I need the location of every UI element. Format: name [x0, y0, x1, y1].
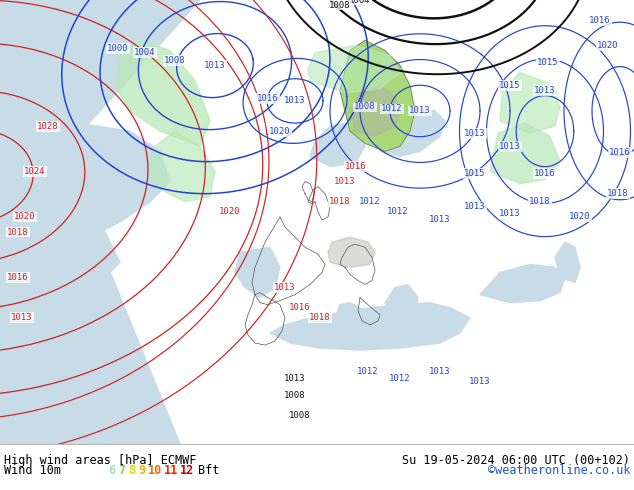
- Text: 1012: 1012: [357, 367, 378, 376]
- Text: 1012: 1012: [381, 104, 403, 114]
- Text: 1016: 1016: [534, 169, 556, 178]
- Text: 1018: 1018: [309, 313, 331, 322]
- Text: 1016: 1016: [346, 162, 366, 171]
- Polygon shape: [0, 0, 200, 222]
- Text: 1020: 1020: [269, 126, 291, 136]
- Text: 1008: 1008: [354, 102, 376, 111]
- Polygon shape: [335, 303, 370, 335]
- Text: 1013: 1013: [464, 202, 486, 211]
- Text: Bft: Bft: [198, 464, 219, 477]
- Text: 1016: 1016: [7, 273, 29, 282]
- Text: 1013: 1013: [284, 97, 306, 105]
- Text: 12: 12: [180, 464, 194, 477]
- Polygon shape: [340, 40, 415, 151]
- Polygon shape: [0, 0, 180, 444]
- Text: 1016: 1016: [289, 303, 311, 312]
- Text: 1016: 1016: [257, 95, 279, 103]
- Polygon shape: [0, 0, 120, 444]
- Text: 1016: 1016: [609, 148, 631, 157]
- Polygon shape: [308, 46, 400, 93]
- Text: 10: 10: [148, 464, 162, 477]
- Text: 1020: 1020: [597, 41, 619, 50]
- Text: 1015: 1015: [464, 169, 486, 178]
- Text: 1008: 1008: [289, 411, 311, 420]
- Text: 1013: 1013: [499, 142, 521, 151]
- Polygon shape: [500, 73, 560, 133]
- Text: 1018: 1018: [529, 197, 551, 206]
- Text: 1020: 1020: [569, 213, 591, 221]
- Text: 1012: 1012: [389, 374, 411, 383]
- Text: Su 19-05-2024 06:00 UTC (00+102): Su 19-05-2024 06:00 UTC (00+102): [402, 454, 630, 467]
- Text: 1012: 1012: [387, 207, 409, 217]
- Text: 1024: 1024: [24, 167, 46, 176]
- Text: 1012: 1012: [359, 197, 381, 206]
- Text: 1013: 1013: [275, 283, 295, 292]
- Text: 11: 11: [164, 464, 178, 477]
- Text: 1008: 1008: [284, 391, 306, 400]
- Text: 9: 9: [138, 464, 145, 477]
- Polygon shape: [235, 247, 280, 297]
- Text: 1013: 1013: [429, 367, 451, 376]
- Text: 1008: 1008: [329, 0, 351, 9]
- Text: High wind areas [hPa] ECMWF: High wind areas [hPa] ECMWF: [4, 454, 197, 467]
- Polygon shape: [480, 264, 565, 303]
- Text: 1013: 1013: [429, 216, 451, 224]
- Text: 1013: 1013: [284, 374, 306, 383]
- Text: 7: 7: [118, 464, 125, 477]
- Text: 1016: 1016: [589, 16, 611, 24]
- Polygon shape: [148, 131, 215, 202]
- Text: 1004: 1004: [134, 48, 156, 57]
- Text: 1028: 1028: [37, 122, 59, 131]
- Text: 1018: 1018: [7, 227, 29, 237]
- Text: 1020: 1020: [14, 213, 36, 221]
- Text: 1013: 1013: [464, 129, 486, 138]
- Polygon shape: [375, 106, 445, 156]
- Text: 1013: 1013: [410, 106, 430, 116]
- Text: 1013: 1013: [499, 209, 521, 219]
- Text: 1013: 1013: [204, 61, 226, 70]
- Text: 1018: 1018: [329, 197, 351, 206]
- Text: 1013: 1013: [334, 177, 356, 186]
- Polygon shape: [328, 237, 375, 268]
- Text: 1018: 1018: [607, 189, 629, 198]
- Text: 1013: 1013: [534, 86, 556, 96]
- Polygon shape: [490, 123, 560, 184]
- Text: 1000: 1000: [107, 44, 129, 53]
- Polygon shape: [270, 303, 470, 350]
- Text: ©weatheronline.co.uk: ©weatheronline.co.uk: [488, 464, 630, 477]
- Polygon shape: [0, 0, 170, 242]
- Polygon shape: [385, 285, 418, 321]
- Polygon shape: [350, 86, 400, 136]
- Text: 1013: 1013: [469, 377, 491, 386]
- Text: 1004: 1004: [349, 0, 371, 4]
- Text: 1020: 1020: [219, 207, 241, 217]
- Polygon shape: [555, 242, 580, 283]
- Polygon shape: [310, 123, 365, 167]
- Text: 8: 8: [128, 464, 135, 477]
- Text: 1008: 1008: [164, 56, 186, 65]
- Text: 6: 6: [108, 464, 115, 477]
- Text: Wind 10m: Wind 10m: [4, 464, 61, 477]
- Polygon shape: [115, 40, 210, 147]
- Text: 1013: 1013: [11, 313, 33, 322]
- Text: 1015: 1015: [537, 58, 559, 67]
- Text: 1015: 1015: [499, 81, 521, 90]
